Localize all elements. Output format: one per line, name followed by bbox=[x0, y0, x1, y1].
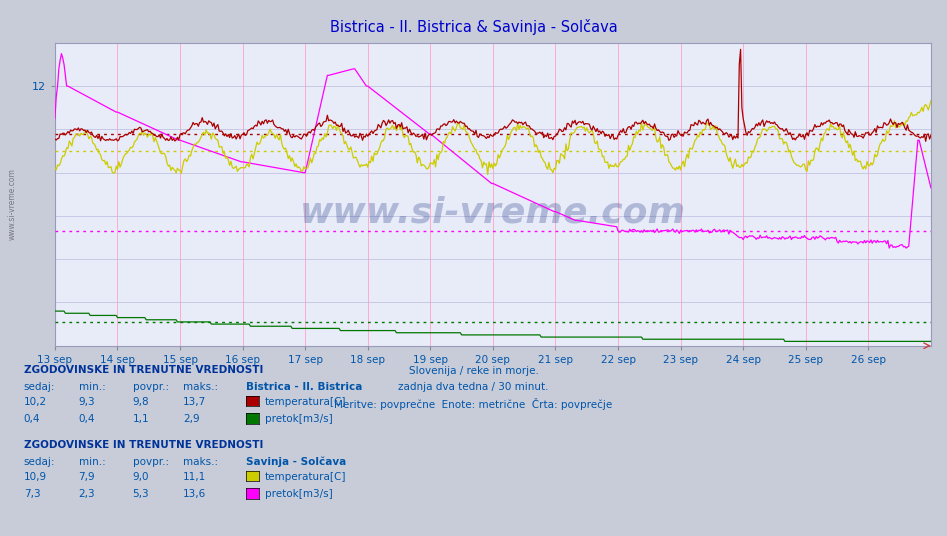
Text: sedaj:: sedaj: bbox=[24, 457, 55, 467]
Text: www.si-vreme.com: www.si-vreme.com bbox=[300, 196, 686, 229]
Text: temperatura[C]: temperatura[C] bbox=[265, 472, 347, 482]
Text: 9,8: 9,8 bbox=[133, 397, 150, 407]
Text: 13,7: 13,7 bbox=[183, 397, 206, 407]
Text: 9,0: 9,0 bbox=[133, 472, 149, 482]
Text: pretok[m3/s]: pretok[m3/s] bbox=[265, 414, 333, 425]
Text: Bistrica - Il. Bistrica & Savinja - Solčava: Bistrica - Il. Bistrica & Savinja - Solč… bbox=[330, 19, 617, 35]
Text: 2,9: 2,9 bbox=[183, 414, 200, 425]
Text: ZGODOVINSKE IN TRENUTNE VREDNOSTI: ZGODOVINSKE IN TRENUTNE VREDNOSTI bbox=[24, 440, 263, 450]
Text: maks.:: maks.: bbox=[183, 457, 218, 467]
Text: 10,9: 10,9 bbox=[24, 472, 46, 482]
Text: 1,1: 1,1 bbox=[133, 414, 150, 425]
Text: www.si-vreme.com: www.si-vreme.com bbox=[8, 168, 17, 240]
Text: Slovenija / reke in morje.: Slovenija / reke in morje. bbox=[408, 366, 539, 376]
Text: zadnja dva tedna / 30 minut.: zadnja dva tedna / 30 minut. bbox=[399, 382, 548, 392]
Text: min.:: min.: bbox=[79, 457, 105, 467]
Text: min.:: min.: bbox=[79, 382, 105, 392]
Text: povpr.:: povpr.: bbox=[133, 382, 169, 392]
Text: pretok[m3/s]: pretok[m3/s] bbox=[265, 489, 333, 500]
Text: temperatura[C]: temperatura[C] bbox=[265, 397, 347, 407]
Text: 5,3: 5,3 bbox=[133, 489, 150, 500]
Text: 9,3: 9,3 bbox=[79, 397, 96, 407]
Text: 0,4: 0,4 bbox=[79, 414, 95, 425]
Text: Bistrica - Il. Bistrica: Bistrica - Il. Bistrica bbox=[246, 382, 363, 392]
Text: ZGODOVINSKE IN TRENUTNE VREDNOSTI: ZGODOVINSKE IN TRENUTNE VREDNOSTI bbox=[24, 364, 263, 375]
Text: 7,9: 7,9 bbox=[79, 472, 96, 482]
Text: 10,2: 10,2 bbox=[24, 397, 46, 407]
Text: Savinja - Solčava: Savinja - Solčava bbox=[246, 457, 347, 467]
Text: 13,6: 13,6 bbox=[183, 489, 206, 500]
Text: sedaj:: sedaj: bbox=[24, 382, 55, 392]
Text: 0,4: 0,4 bbox=[24, 414, 40, 425]
Text: 11,1: 11,1 bbox=[183, 472, 206, 482]
Text: Meritve: povprečne  Enote: metrične  Črta: povprečje: Meritve: povprečne Enote: metrične Črta:… bbox=[334, 398, 613, 410]
Text: 2,3: 2,3 bbox=[79, 489, 96, 500]
Text: povpr.:: povpr.: bbox=[133, 457, 169, 467]
Text: maks.:: maks.: bbox=[183, 382, 218, 392]
Text: 7,3: 7,3 bbox=[24, 489, 41, 500]
